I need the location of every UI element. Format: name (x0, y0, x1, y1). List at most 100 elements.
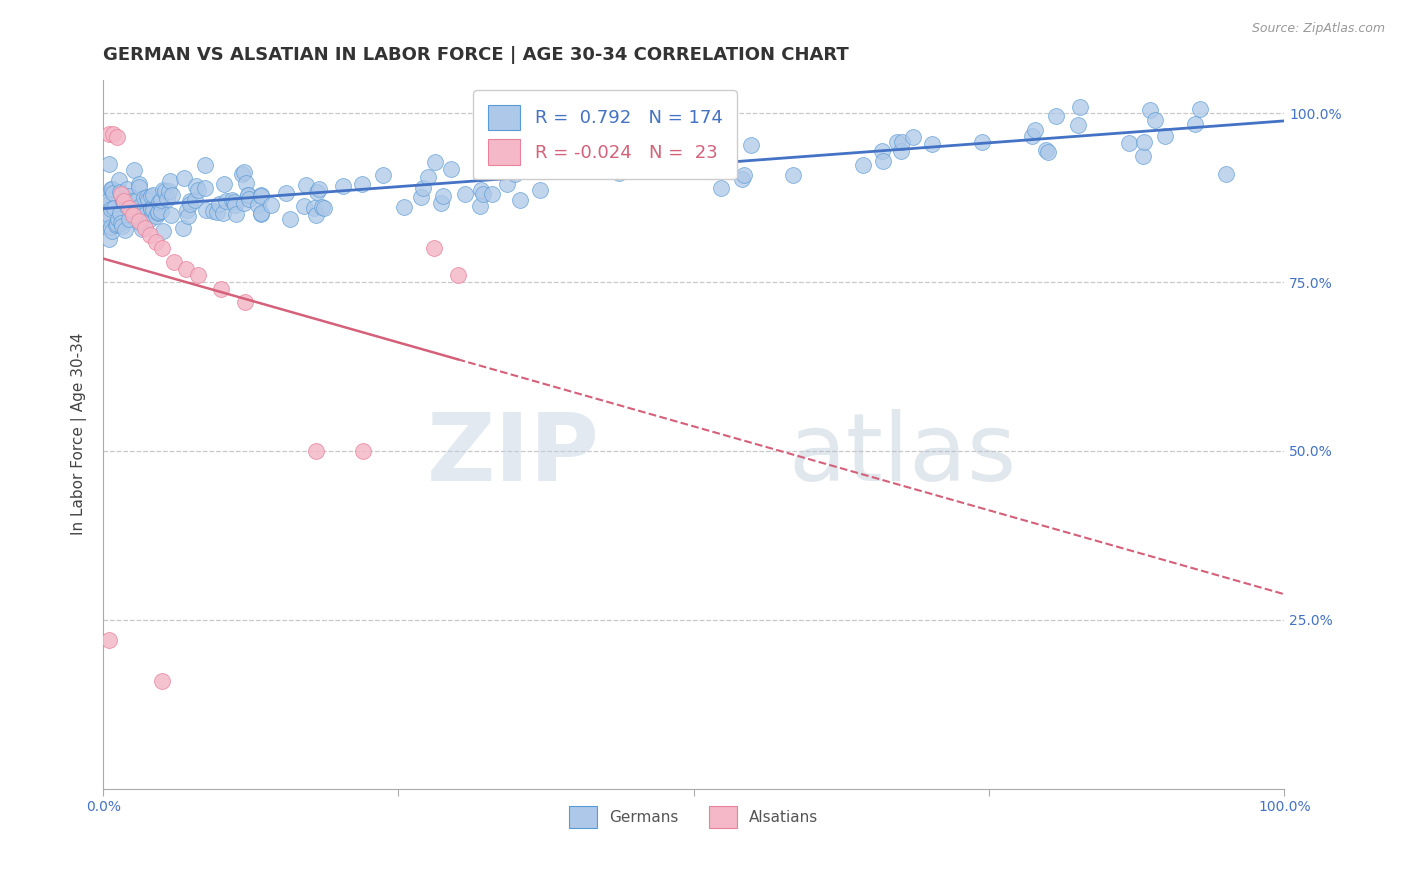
Point (872, 154, 894, 169)
Point (432, 189, 454, 203)
Point (506, 162, 529, 177)
Point (115, 199, 138, 213)
Point (202, 204, 225, 219)
Point (141, 188, 163, 202)
Point (128, 180, 150, 194)
Point (145, 235, 167, 249)
Point (98, 186, 121, 201)
Point (134, 208, 156, 222)
Point (440, 161, 463, 176)
Point (332, 179, 354, 194)
Point (173, 170, 195, 185)
Point (1153, 129, 1175, 144)
Point (155, 185, 177, 199)
Point (124, 163, 146, 178)
Point (148, 205, 170, 219)
Point (103, 201, 125, 215)
Point (921, 136, 943, 151)
Point (195, 202, 218, 217)
Point (139, 201, 162, 215)
Point (295, 178, 318, 193)
Point (468, 199, 491, 213)
Point (98, 193, 121, 207)
Point (1024, 123, 1046, 137)
Point (740, 137, 762, 152)
Point (128, 177, 150, 191)
Point (101, 186, 124, 200)
Point (98, 197, 121, 211)
Point (124, 209, 146, 223)
Point (233, 295, 256, 310)
Point (305, 444, 328, 458)
Point (141, 202, 163, 217)
Point (142, 202, 165, 217)
Point (100, 182, 122, 196)
Point (412, 181, 434, 195)
Point (481, 187, 503, 202)
Point (114, 222, 136, 236)
Point (1139, 103, 1161, 117)
Point (117, 181, 139, 195)
Point (278, 211, 301, 226)
Point (110, 216, 132, 230)
Point (149, 193, 172, 207)
Point (851, 157, 873, 171)
Point (118, 201, 141, 215)
Point (302, 202, 325, 216)
Point (111, 219, 134, 233)
Point (152, 224, 174, 238)
Point (108, 173, 131, 187)
Point (782, 168, 804, 182)
Point (236, 187, 259, 202)
Point (425, 154, 447, 169)
Point (870, 144, 893, 158)
Point (177, 210, 200, 224)
Point (134, 191, 156, 205)
Point (222, 194, 245, 209)
Point (128, 216, 150, 230)
Point (970, 135, 993, 149)
Point (98, 632, 121, 647)
Point (250, 207, 273, 221)
Point (1215, 167, 1237, 181)
Point (121, 208, 143, 222)
Point (176, 202, 198, 217)
Point (111, 194, 134, 208)
Point (1143, 113, 1166, 128)
Point (350, 178, 373, 192)
Point (693, 134, 716, 148)
Point (152, 183, 174, 197)
Point (1038, 145, 1060, 159)
Point (232, 165, 254, 179)
Point (247, 198, 270, 212)
Point (260, 198, 283, 212)
Point (890, 144, 912, 158)
Point (1035, 143, 1057, 157)
Point (1067, 118, 1090, 132)
Point (312, 201, 335, 215)
Point (139, 212, 162, 227)
Point (1069, 100, 1091, 114)
Point (212, 205, 235, 219)
Point (118, 194, 141, 208)
Point (215, 194, 238, 208)
Text: Source: ZipAtlas.com: Source: ZipAtlas.com (1251, 22, 1385, 36)
Point (308, 182, 330, 196)
Point (172, 220, 194, 235)
Point (710, 181, 733, 195)
Point (114, 194, 136, 209)
Point (636, 103, 658, 118)
Point (274, 186, 297, 200)
Point (183, 193, 205, 207)
Point (160, 208, 183, 222)
Point (664, 138, 686, 153)
Point (98, 213, 121, 227)
Point (446, 268, 468, 283)
Point (232, 195, 254, 210)
Point (307, 186, 329, 200)
Point (136, 193, 159, 207)
Point (174, 261, 197, 276)
Point (135, 190, 157, 204)
Point (139, 227, 162, 242)
Text: GERMAN VS ALSATIAN IN LABOR FORCE | AGE 30-34 CORRELATION CHART: GERMAN VS ALSATIAN IN LABOR FORCE | AGE … (103, 46, 849, 64)
